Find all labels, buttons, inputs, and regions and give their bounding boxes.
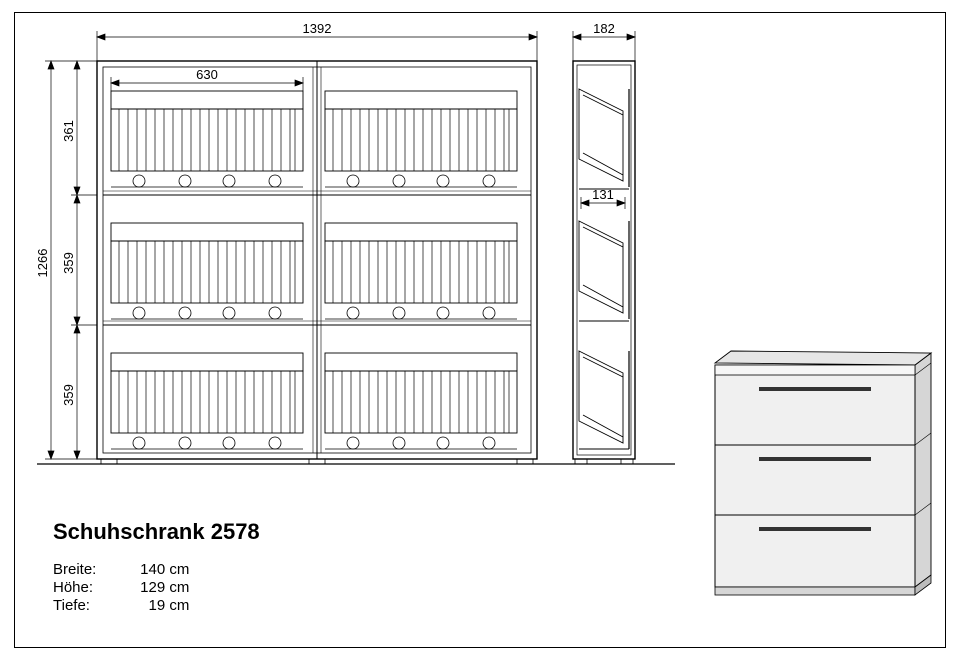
spec-width: Breite: 140 cm xyxy=(53,561,189,578)
spec-height-label: Höhe: xyxy=(53,579,113,596)
perspective-view xyxy=(715,351,931,595)
spec-unit: cm xyxy=(169,597,189,614)
dim-row-mid: 359 xyxy=(61,252,76,274)
dim-row-bottom: 359 xyxy=(61,384,76,406)
spec-depth-label: Tiefe: xyxy=(53,597,113,614)
spec-height-value: 129 xyxy=(117,579,165,596)
dimensions-front: 1392 630 1266 361 359 359 xyxy=(35,21,537,459)
dim-compartment-width: 630 xyxy=(196,67,218,82)
dim-row-top: 361 xyxy=(61,120,76,142)
dim-side-inner: 131 xyxy=(592,187,614,202)
spec-height: Höhe: 129 cm xyxy=(53,579,189,596)
spec-unit: cm xyxy=(169,579,189,596)
spec-depth: Tiefe: 19 cm xyxy=(53,597,189,614)
product-title: Schuhschrank 2578 xyxy=(53,519,260,545)
spec-depth-value: 19 xyxy=(117,597,165,614)
spec-width-value: 140 xyxy=(117,561,165,578)
dim-overall-height: 1266 xyxy=(35,249,50,278)
front-view xyxy=(97,61,537,464)
baskets xyxy=(111,91,517,449)
side-view xyxy=(573,61,635,464)
technical-drawing: 1392 630 1266 361 359 359 xyxy=(15,13,947,649)
spec-unit: cm xyxy=(169,561,189,578)
spec-width-label: Breite: xyxy=(53,561,113,578)
dim-side-depth: 182 xyxy=(593,21,615,36)
drawing-frame: 1392 630 1266 361 359 359 xyxy=(14,12,946,648)
dim-overall-width: 1392 xyxy=(303,21,332,36)
